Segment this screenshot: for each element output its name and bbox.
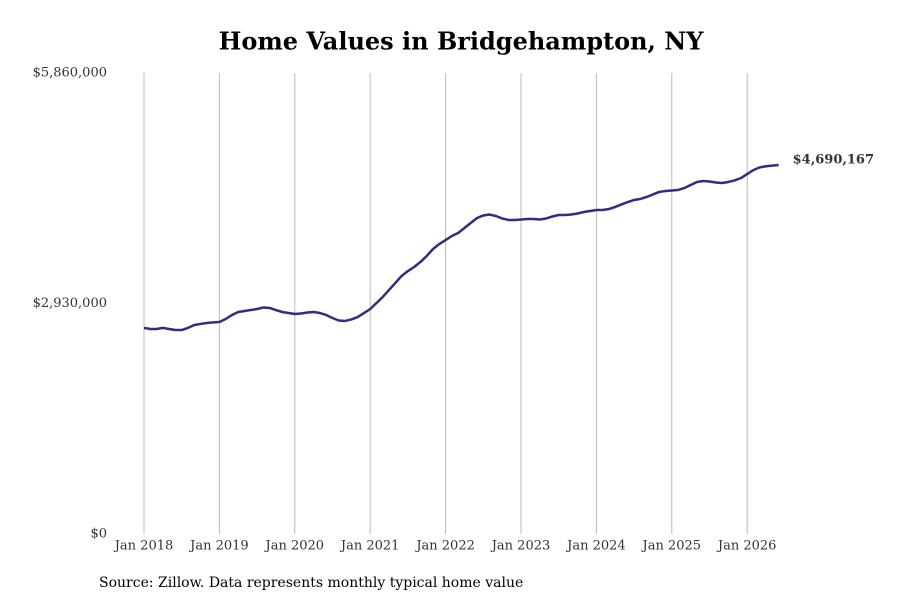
y-tick-label: $0	[90, 527, 107, 542]
x-tick-label: Jan 2025	[641, 539, 702, 554]
x-tick-label: Jan 2022	[414, 539, 475, 554]
line-series	[143, 163, 779, 332]
x-tick-label: Jan 2021	[339, 539, 400, 554]
x-tick-label: Jan 2019	[188, 539, 249, 554]
x-tick-label: Jan 2018	[113, 539, 174, 554]
source-note: Source: Zillow. Data represents monthly …	[99, 575, 523, 591]
chart-title: Home Values in Bridgehampton, NY	[219, 27, 705, 56]
y-tick-label: $2,930,000	[33, 296, 107, 311]
end-value-label: $4,690,167	[793, 153, 874, 168]
y-tick-label: $5,860,000	[33, 66, 107, 81]
x-tick-label: Jan 2020	[264, 539, 325, 554]
x-tick-label: Jan 2023	[490, 539, 551, 554]
x-tick-label: Jan 2026	[716, 539, 777, 554]
x-tick-label: Jan 2024	[565, 539, 626, 554]
